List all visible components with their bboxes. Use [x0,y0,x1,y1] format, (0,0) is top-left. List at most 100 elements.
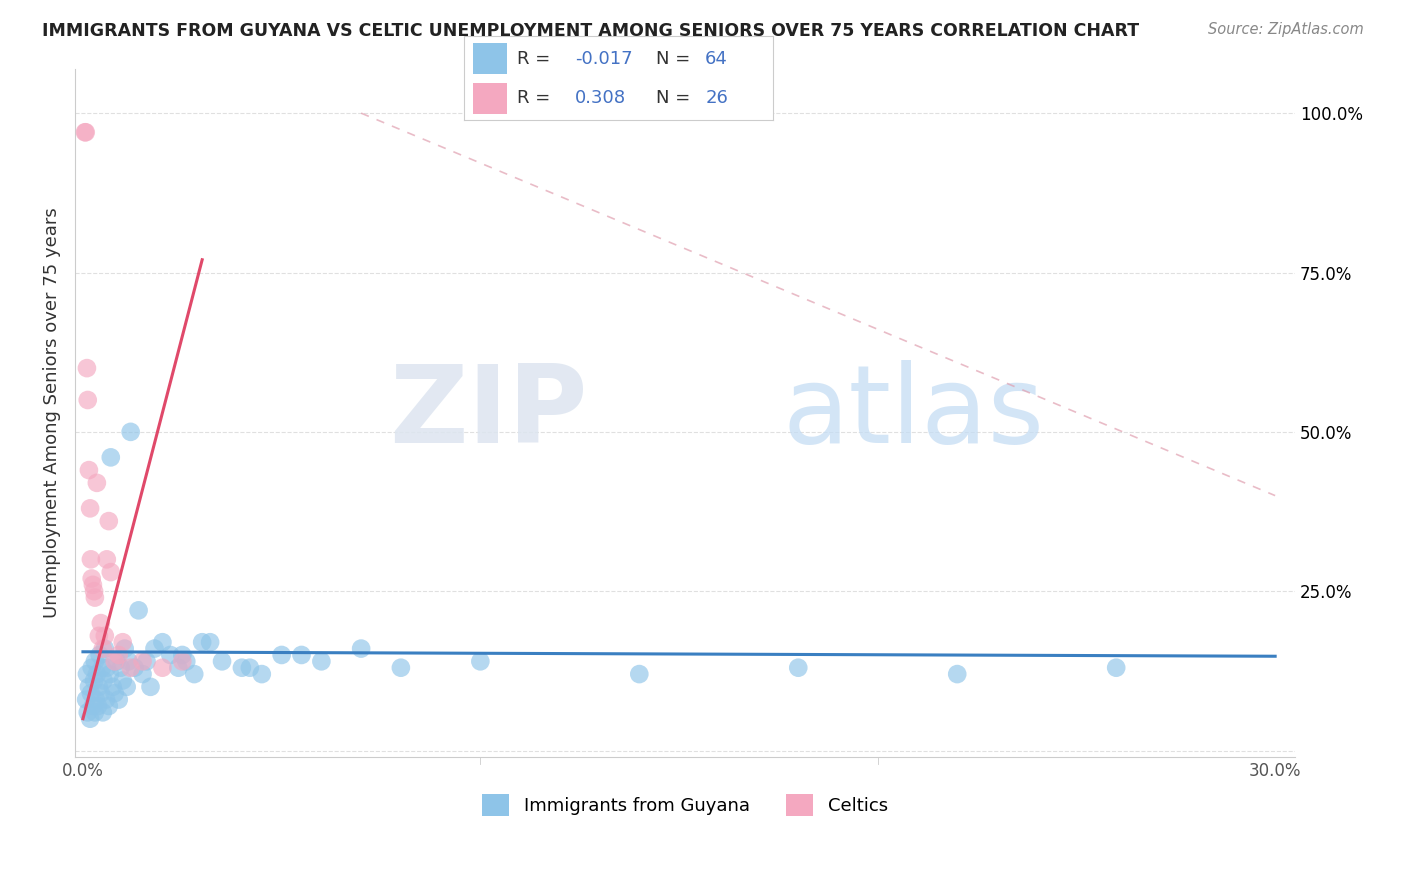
Point [143,641,166,656]
Point [79,501,101,516]
Point [75,692,97,706]
Point [80,686,103,700]
Point [104,686,127,700]
Point [100,565,122,579]
Point [91,641,114,656]
Point [159,648,181,662]
Point [91,661,114,675]
Point [86,667,108,681]
Point [94,692,117,706]
Point [628,667,651,681]
Point [135,654,157,668]
Point [80,552,103,566]
Point [76,706,98,720]
Point [111,673,134,688]
Point [87,629,110,643]
Point [152,635,174,649]
Point [91,706,114,720]
Point [94,629,117,643]
Y-axis label: Unemployment Among Seniors over 75 years: Unemployment Among Seniors over 75 years [44,207,60,618]
Point [83,673,105,688]
Text: 26: 26 [706,89,728,107]
Point [139,680,162,694]
Point [96,661,118,675]
Point [115,680,138,694]
Point [83,654,105,668]
Text: R =: R = [516,89,550,107]
Point [98,667,121,681]
Point [76,361,98,376]
Point [83,591,105,605]
Point [114,641,136,656]
Point [118,654,141,668]
Point [131,667,153,681]
Text: N =: N = [655,50,690,68]
Point [90,616,112,631]
Point [1105,661,1128,675]
Point [311,654,333,668]
Point [101,680,124,694]
Point [107,648,129,662]
Point [80,572,103,586]
Text: ZIP: ZIP [389,359,588,466]
Point [87,698,110,713]
Text: IMMIGRANTS FROM GUYANA VS CELTIC UNEMPLOYMENT AMONG SENIORS OVER 75 YEARS CORREL: IMMIGRANTS FROM GUYANA VS CELTIC UNEMPLO… [42,22,1139,40]
Text: -0.017: -0.017 [575,50,633,68]
Point [75,125,97,139]
Text: Source: ZipAtlas.com: Source: ZipAtlas.com [1208,22,1364,37]
Legend: Immigrants from Guyana, Celtics: Immigrants from Guyana, Celtics [475,787,894,823]
Point [77,680,100,694]
Point [470,654,492,668]
Point [152,661,174,675]
Point [350,641,373,656]
Text: N =: N = [655,89,690,107]
Point [167,661,190,675]
Point [83,584,105,599]
Text: 0.308: 0.308 [575,89,627,107]
Point [174,654,197,668]
Point [93,673,115,688]
Text: 64: 64 [706,50,728,68]
Point [84,692,107,706]
Point [89,648,111,662]
Point [96,552,118,566]
Point [97,698,120,713]
Point [120,661,142,675]
Point [191,635,214,649]
Point [120,425,142,439]
Point [76,667,98,681]
Point [87,680,110,694]
Point [111,635,134,649]
Point [128,603,150,617]
Point [82,698,104,713]
Point [107,692,129,706]
Point [239,661,262,675]
Point [172,648,194,662]
Point [787,661,810,675]
Point [83,706,105,720]
Point [82,578,104,592]
FancyBboxPatch shape [474,83,508,113]
Point [389,661,412,675]
Point [76,392,98,407]
Text: R =: R = [516,50,550,68]
Point [105,654,128,668]
Point [110,661,132,675]
Point [100,450,122,465]
Point [131,654,153,668]
Text: atlas: atlas [783,359,1045,466]
Point [946,667,969,681]
Point [80,661,103,675]
Point [86,475,108,490]
Point [231,661,253,675]
Point [104,654,127,668]
Point [270,648,292,662]
Point [79,712,101,726]
Point [198,635,221,649]
FancyBboxPatch shape [474,44,508,74]
Point [124,661,146,675]
Point [290,648,312,662]
Point [250,667,273,681]
Point [97,514,120,528]
Point [172,654,194,668]
